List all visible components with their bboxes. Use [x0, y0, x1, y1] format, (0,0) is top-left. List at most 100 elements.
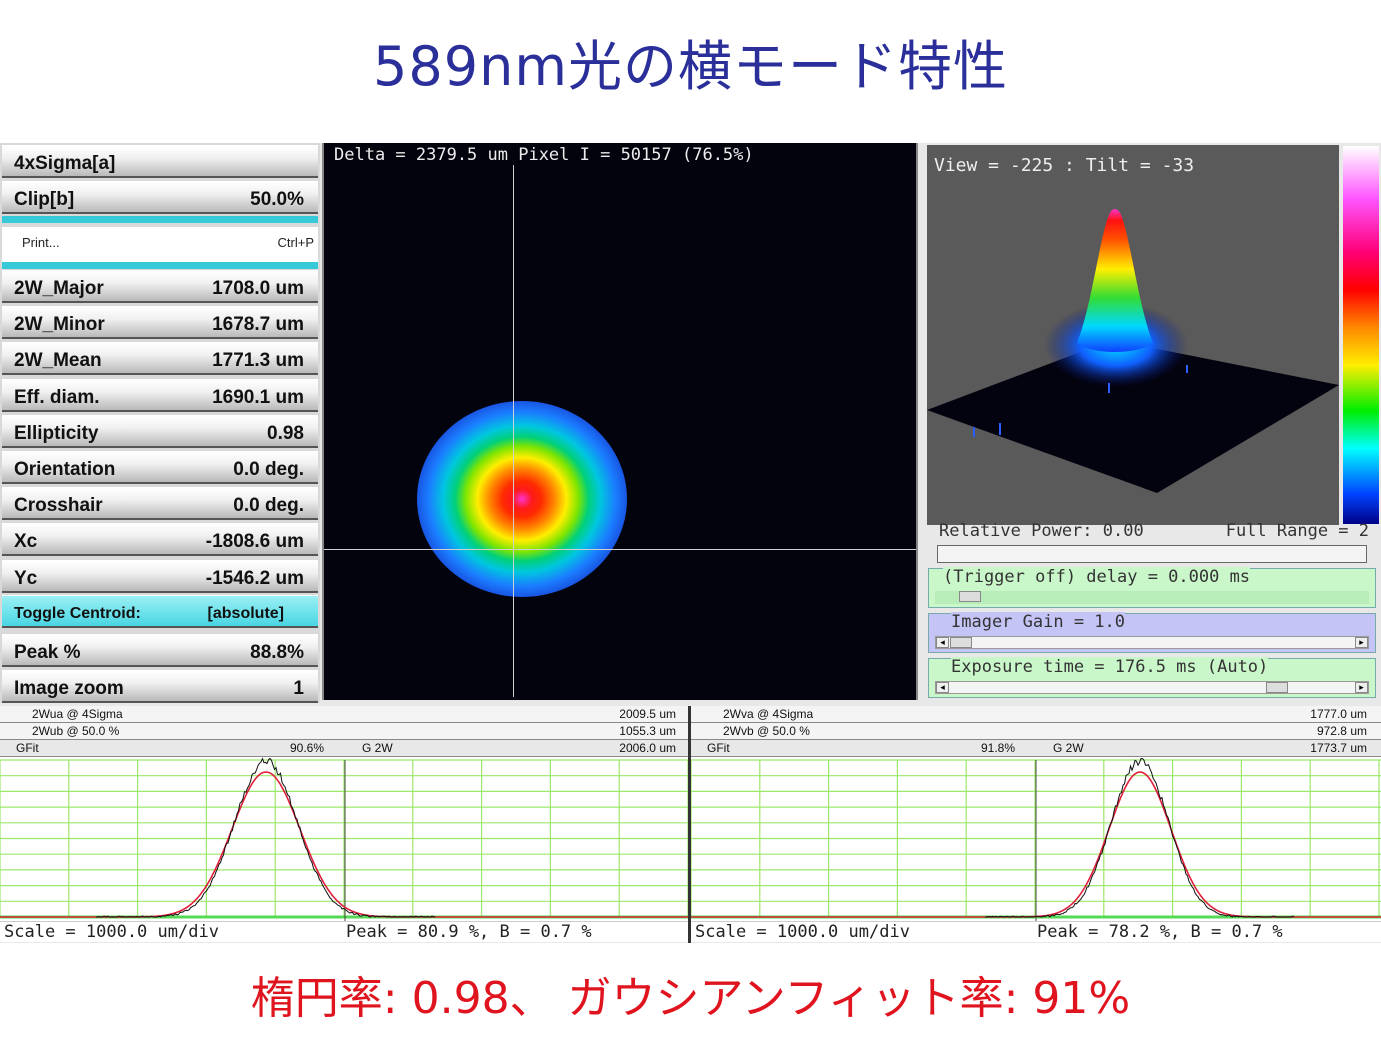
measurement-label: Crosshair: [14, 495, 103, 517]
peak-percent-row[interactable]: Peak % 88.8%: [2, 634, 318, 667]
base-plane: [927, 340, 1339, 493]
toggle-centroid-value: [absolute]: [207, 605, 284, 622]
zoom-label: Image zoom: [14, 678, 124, 699]
profile-right-gfit-value: 91.8%: [981, 741, 1016, 755]
measurement-label: 2W_Minor: [14, 314, 105, 336]
menu-item-print[interactable]: Print...: [22, 235, 60, 250]
beam-peak: [1077, 209, 1153, 352]
profile-right-row-4sigma: 2Wva @ 4Sigma 1777.0 um: [691, 706, 1381, 723]
exposure-right-arrow-icon[interactable]: ▸: [1355, 682, 1368, 693]
profile-left-r1-value: 2009.5 um: [619, 707, 676, 721]
measurement-value: -1546.2 um: [205, 567, 304, 589]
trigger-delay-slider[interactable]: [935, 591, 1369, 604]
color-scale-bar: [1343, 146, 1379, 524]
profile-left-gfit-label: GFit: [16, 741, 39, 755]
measurement-value: 0.0 deg.: [233, 495, 304, 517]
imager-gain-control[interactable]: Imager Gain = 1.0 ◂ ▸: [928, 612, 1376, 653]
exposure-time-slider[interactable]: ◂ ▸: [935, 681, 1369, 694]
measurement-row[interactable]: Orientation 0.0 deg.: [2, 451, 318, 484]
measurement-value: 1690.1 um: [212, 386, 304, 408]
peak-label: Peak %: [14, 642, 81, 663]
exposure-time-control[interactable]: Exposure time = 176.5 ms (Auto) ◂ ▸: [928, 657, 1376, 698]
control-panel: Relative Power: 0.00 Full Range = 2 (Tri…: [927, 521, 1379, 705]
profile-divider: [688, 706, 691, 943]
relative-power-label: Relative Power: 0.00: [939, 521, 1144, 541]
toggle-centroid-button[interactable]: Toggle Centroid: [absolute]: [2, 595, 318, 628]
profile-left-scale: Scale = 1000.0 um/div: [4, 922, 219, 942]
profile-right-g2w-label: G 2W: [1053, 741, 1084, 755]
measurement-row[interactable]: Xc -1808.6 um: [2, 523, 318, 557]
measurement-label: 2W_Major: [14, 278, 104, 299]
measurement-row[interactable]: 2W_Major 1708.0 um: [2, 270, 318, 303]
profile-plot-right[interactable]: [690, 757, 1381, 931]
beam-image-header: Delta = 2379.5 um Pixel I = 50157 (76.5%…: [334, 145, 754, 165]
measurement-row[interactable]: Crosshair 0.0 deg.: [2, 487, 318, 521]
crosshair-horizontal: [324, 549, 916, 550]
profile-plot-left[interactable]: [0, 757, 689, 931]
imager-gain-left-arrow-icon[interactable]: ◂: [936, 637, 949, 648]
profile-data-trace: [96, 757, 436, 918]
trigger-delay-control[interactable]: (Trigger off) delay = 0.000 ms: [928, 567, 1376, 608]
imager-gain-thumb[interactable]: [950, 637, 972, 648]
profile-right-row-gfit: GFit 91.8% G 2W 1773.7 um: [691, 740, 1381, 757]
beam-profiler-window: 4xSigma[a] Clip[b] 50.0% Print... Ctrl+P…: [0, 143, 1381, 943]
measurement-value: 0.0 deg.: [233, 459, 304, 480]
measurement-row[interactable]: Ellipticity 0.98: [2, 414, 318, 448]
profile-left-r2-value: 1055.3 um: [619, 724, 676, 738]
exposure-left-arrow-icon[interactable]: ◂: [936, 682, 949, 693]
profile-plot-left-svg: [0, 757, 689, 931]
profile-left-row-4sigma: 2Wua @ 4Sigma 2009.5 um: [0, 706, 688, 723]
slide-footer: 楕円率: 0.98、 ガウシアンフィット率: 91%: [250, 973, 1131, 1024]
trigger-delay-thumb[interactable]: [959, 591, 981, 602]
measurement-row[interactable]: Yc -1546.2 um: [2, 559, 318, 593]
profile-left-gfit-value: 90.6%: [290, 741, 325, 755]
profile-left-row-gfit: GFit 90.6% G 2W 2006.0 um: [0, 740, 688, 757]
measurement-value: 0.98: [267, 422, 304, 444]
crosshair-vertical: [513, 165, 514, 697]
sigma-method-button[interactable]: 4xSigma[a]: [2, 145, 318, 178]
measurement-value: 1678.7 um: [212, 314, 304, 336]
separator-bar: [2, 262, 318, 269]
measurement-label: 2W_Mean: [14, 350, 102, 372]
profile-right-r2-label: 2Wvb @ 50.0 %: [723, 724, 810, 738]
context-menu-fragment: Print... Ctrl+P: [2, 227, 318, 267]
profile-right-peak: Peak = 78.2 %, B = 0.7 %: [1037, 922, 1283, 942]
full-range-label: Full Range = 2: [1225, 521, 1369, 541]
profile-right-scale: Scale = 1000.0 um/div: [695, 922, 910, 942]
measurement-row[interactable]: Eff. diam. 1690.1 um: [2, 378, 318, 412]
zoom-value: 1: [293, 678, 304, 699]
sigma-method-label: 4xSigma[a]: [14, 153, 116, 174]
profile-left-r2-label: 2Wub @ 50.0 %: [32, 724, 120, 738]
measurement-value: 1771.3 um: [212, 350, 304, 372]
measurement-label: Ellipticity: [14, 422, 99, 444]
beam-spot: [417, 401, 627, 597]
measurement-row[interactable]: 2W_Mean 1771.3 um: [2, 342, 318, 376]
exposure-time-thumb[interactable]: [1266, 682, 1288, 693]
measurement-value: 1708.0 um: [212, 278, 304, 299]
profile-plot-right-svg: [690, 757, 1381, 931]
profile-right-g2w-value: 1773.7 um: [1310, 741, 1367, 755]
profile-right-r1-value: 1777.0 um: [1310, 707, 1367, 721]
profile-right-gfit-label: GFit: [707, 741, 730, 755]
clip-value: 50.0%: [250, 189, 304, 210]
measurement-value: -1808.6 um: [205, 531, 304, 553]
view-3d[interactable]: View = -225 : Tilt = -33: [927, 145, 1339, 525]
measurement-row[interactable]: 2W_Minor 1678.7 um: [2, 306, 318, 340]
separator-bar: [2, 216, 318, 223]
clip-level-button[interactable]: Clip[b] 50.0%: [2, 181, 318, 214]
toggle-centroid-label: Toggle Centroid:: [14, 605, 141, 622]
measurement-panel: 4xSigma[a] Clip[b] 50.0% Print... Ctrl+P…: [0, 143, 320, 703]
beam-image-view[interactable]: Delta = 2379.5 um Pixel I = 50157 (76.5%…: [322, 143, 918, 700]
imager-gain-right-arrow-icon[interactable]: ▸: [1355, 637, 1368, 648]
measurement-label: Orientation: [14, 459, 116, 480]
beam-3d-render: [927, 209, 1339, 493]
imager-gain-slider[interactable]: ◂ ▸: [935, 636, 1369, 649]
measurement-label: Eff. diam.: [14, 386, 100, 408]
profile-right-footer: Scale = 1000.0 um/div Peak = 78.2 %, B =…: [691, 921, 1381, 942]
profile-right-r2-value: 972.8 um: [1316, 724, 1367, 738]
image-zoom-row[interactable]: Image zoom 1: [2, 670, 318, 703]
profile-left-peak: Peak = 80.9 %, B = 0.7 %: [346, 922, 592, 942]
measurement-label: Xc: [14, 531, 38, 553]
clip-label: Clip[b]: [14, 189, 75, 210]
profile-left-footer: Scale = 1000.0 um/div Peak = 80.9 %, B =…: [0, 921, 688, 942]
